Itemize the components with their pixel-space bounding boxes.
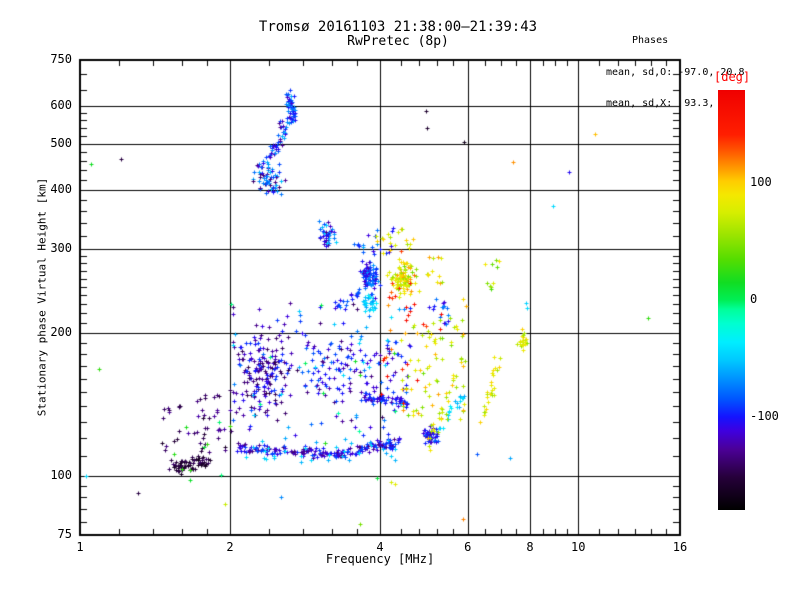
y-tick-label: 750 bbox=[50, 52, 72, 66]
colorbar-tick-label: 0 bbox=[750, 292, 758, 306]
colorbar-tick-label: 100 bbox=[750, 175, 772, 190]
colorbar-unit-label: [deg] bbox=[714, 70, 751, 84]
x-tick-label: 10 bbox=[571, 540, 586, 554]
phase-stats-o-mode: mean, sd,O: -97.0, 20.8 bbox=[606, 66, 745, 78]
x-tick-label: 4 bbox=[376, 540, 384, 554]
y-tick-label: 200 bbox=[50, 324, 72, 339]
y-tick-label: 600 bbox=[50, 98, 72, 113]
x-tick-label: 2 bbox=[226, 540, 234, 554]
x-tick-label: 16 bbox=[672, 540, 688, 554]
x-tick-label: 8 bbox=[526, 540, 534, 554]
y-axis-label: Stationary phase Virtual Height [km] bbox=[35, 177, 49, 417]
x-tick-label: 1 bbox=[76, 540, 84, 554]
y-tick-label: 75 bbox=[57, 527, 72, 541]
y-tick-label: 100 bbox=[50, 467, 72, 482]
colorbar-tick-label: -100 bbox=[750, 408, 779, 423]
y-tick-label: 500 bbox=[50, 135, 72, 150]
y-tick-label: 300 bbox=[50, 241, 72, 256]
y-tick-label: 400 bbox=[50, 181, 72, 196]
plot-title: Tromsø 20161103 21:38:00–21:39:43 bbox=[258, 19, 538, 35]
colorbar bbox=[718, 90, 745, 510]
plot-subtitle: RwPretec (8p) bbox=[347, 34, 449, 49]
x-axis-label: Frequency [MHz] bbox=[325, 552, 435, 566]
phase-stats-header: Phases bbox=[632, 35, 669, 46]
x-tick-label: 6 bbox=[464, 540, 472, 554]
